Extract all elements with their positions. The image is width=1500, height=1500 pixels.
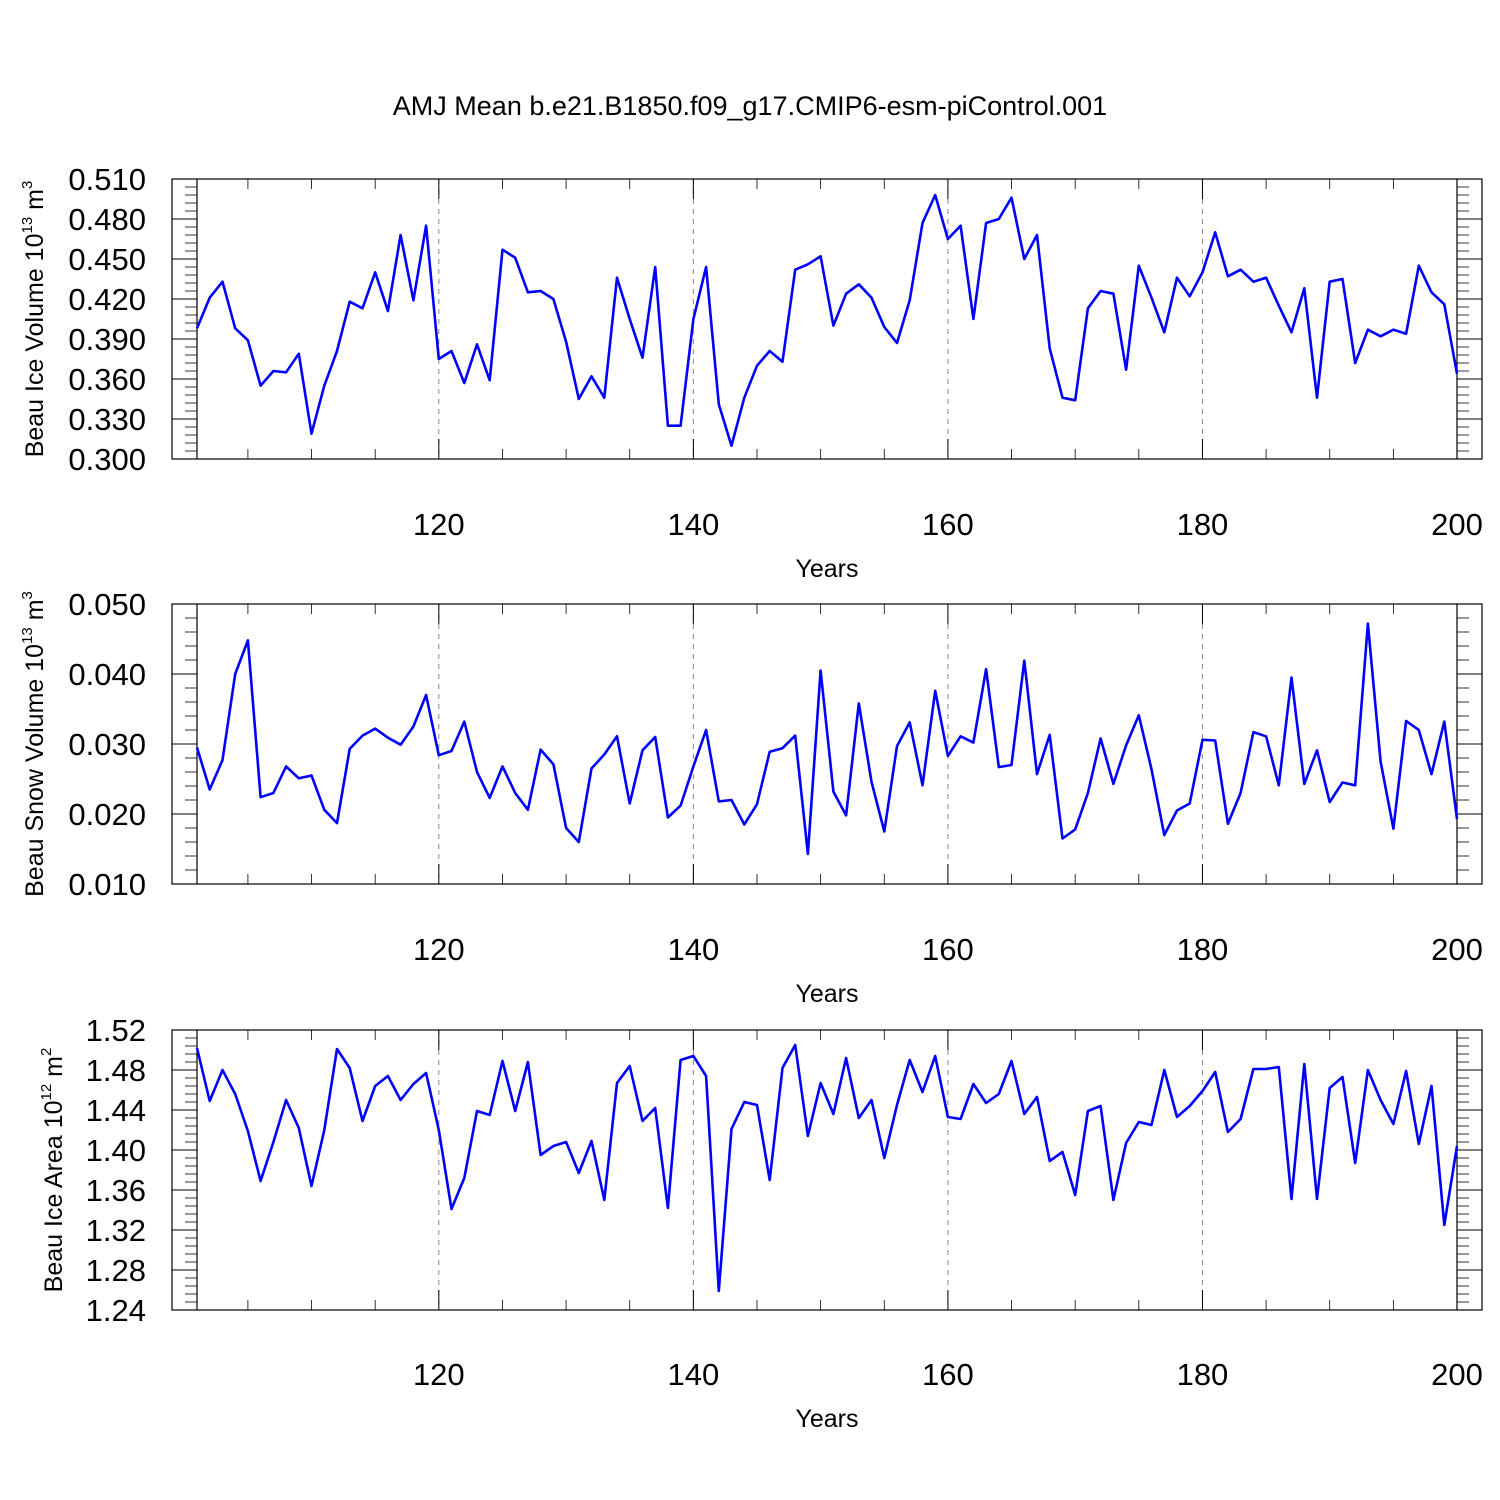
series-line bbox=[195, 622, 1459, 856]
x-tick-label: 160 bbox=[922, 1357, 974, 1392]
plot-frame bbox=[171, 1029, 1483, 1311]
panel-snow-volume: Beau Snow Volume 1013 m3 Years 0.010 0.02… bbox=[19, 587, 1483, 1008]
y-axis-label: Beau Snow Volume 1013 m3 bbox=[19, 591, 49, 897]
x-tick-label: 120 bbox=[413, 507, 465, 542]
y-tick-label: 0.020 bbox=[68, 797, 146, 832]
x-tick-label: 140 bbox=[667, 1357, 719, 1392]
x-tick-label: 120 bbox=[413, 932, 465, 967]
x-tick-label: 160 bbox=[922, 507, 974, 542]
y-tick-label: 1.48 bbox=[86, 1053, 146, 1088]
figure-title: AMJ Mean b.e21.B1850.f09_g17.CMIP6-esm-p… bbox=[393, 91, 1107, 121]
y-tick-label: 0.390 bbox=[68, 322, 146, 357]
series-line bbox=[195, 1043, 1459, 1293]
y-tick-label: 1.24 bbox=[86, 1293, 146, 1328]
x-tick-label: 160 bbox=[922, 932, 974, 967]
y-tick-label: 0.040 bbox=[68, 657, 146, 692]
x-tick-label: 140 bbox=[667, 507, 719, 542]
y-tick-label: 0.480 bbox=[68, 202, 146, 237]
y-tick-label: 0.030 bbox=[68, 727, 146, 762]
plot-frame bbox=[171, 178, 1483, 460]
series-line bbox=[195, 193, 1459, 448]
y-tick-label: 0.450 bbox=[68, 242, 146, 277]
x-tick-label: 180 bbox=[1177, 507, 1229, 542]
y-tick-label: 0.300 bbox=[68, 442, 146, 477]
x-tick-label: 200 bbox=[1431, 507, 1483, 542]
panel-ice-area: Beau Ice Area 1012 m2 Years 1.24 1.28 1.32… bbox=[38, 1013, 1483, 1433]
x-tick-label: 180 bbox=[1177, 932, 1229, 967]
panel-ice-volume: Beau Ice Volume 1013 m3 Years 0.300 0.330… bbox=[19, 162, 1483, 583]
y-tick-label: 1.40 bbox=[86, 1133, 146, 1168]
y-tick-label: 0.360 bbox=[68, 362, 146, 397]
y-tick-label: 0.330 bbox=[68, 402, 146, 437]
x-axis-label: Years bbox=[795, 980, 858, 1008]
x-axis-label: Years bbox=[795, 555, 858, 583]
y-tick-label: 1.32 bbox=[86, 1213, 146, 1248]
y-tick-label: 1.28 bbox=[86, 1253, 146, 1288]
x-tick-label: 120 bbox=[413, 1357, 465, 1392]
y-tick-label: 0.050 bbox=[68, 587, 146, 622]
x-tick-label: 200 bbox=[1431, 932, 1483, 967]
y-tick-label: 0.010 bbox=[68, 867, 146, 902]
y-axis-label: Beau Ice Area 1012 m2 bbox=[38, 1048, 68, 1293]
y-tick-label: 1.36 bbox=[86, 1173, 146, 1208]
y-tick-label: 1.44 bbox=[86, 1093, 146, 1128]
y-tick-label: 0.420 bbox=[68, 282, 146, 317]
x-tick-label: 180 bbox=[1177, 1357, 1229, 1392]
y-tick-label: 1.52 bbox=[86, 1013, 146, 1048]
x-tick-label: 200 bbox=[1431, 1357, 1483, 1392]
y-tick-label: 0.510 bbox=[68, 162, 146, 197]
plot-frame bbox=[171, 603, 1483, 885]
x-tick-label: 140 bbox=[667, 932, 719, 967]
x-axis-label: Years bbox=[795, 1405, 858, 1433]
y-axis-label: Beau Ice Volume 1013 m3 bbox=[19, 181, 49, 458]
